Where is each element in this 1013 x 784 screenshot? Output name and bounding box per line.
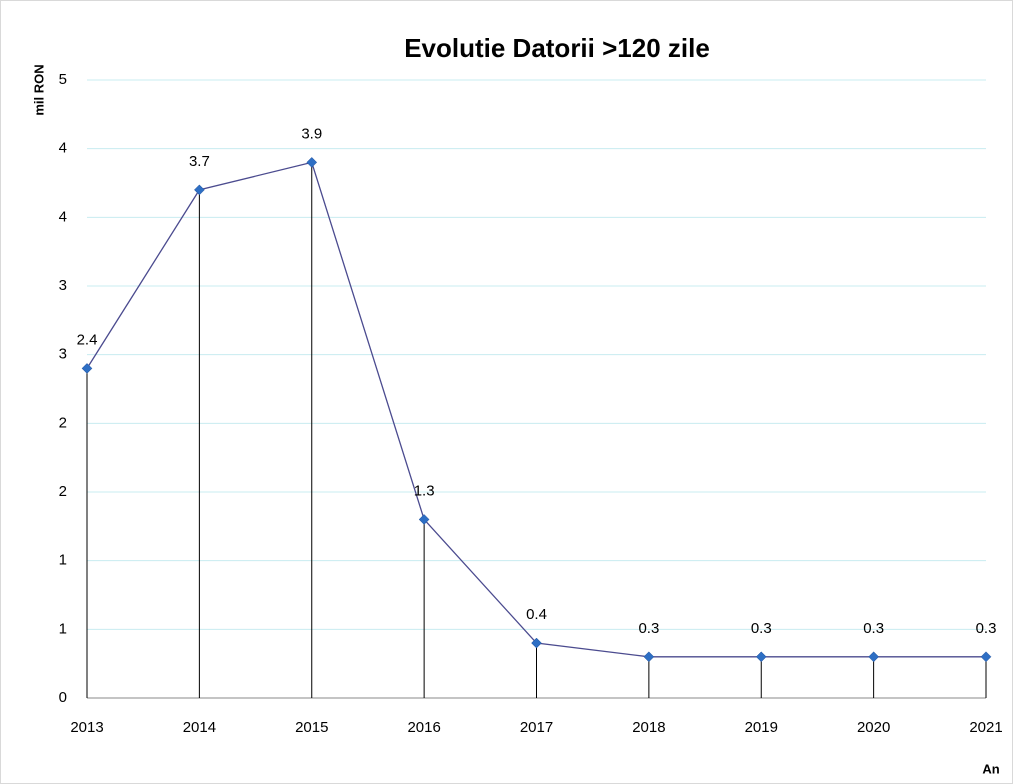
marker: [306, 157, 318, 168]
x-tick-label: 2019: [745, 719, 778, 736]
y-tick-label: 2: [59, 414, 67, 431]
x-tick-label: 2017: [520, 719, 553, 736]
y-tick-label: 2: [59, 483, 67, 500]
data-label: 2.4: [77, 331, 98, 348]
y-tick-label: 1: [59, 552, 67, 569]
marker: [980, 651, 992, 663]
data-label: 1.3: [414, 482, 435, 499]
x-tick-label: 2018: [632, 719, 665, 736]
data-label: 0.4: [526, 606, 547, 623]
y-tick-label: 5: [59, 71, 67, 88]
marker: [418, 514, 430, 525]
marker: [81, 363, 93, 374]
data-label: 0.3: [976, 620, 997, 637]
x-axis-title: An: [982, 761, 999, 776]
y-axis-title: mil RON: [31, 64, 46, 115]
marker: [643, 651, 655, 663]
x-tick-label: 2013: [70, 719, 103, 736]
marker: [194, 184, 205, 196]
y-tick-label: 0: [59, 689, 67, 706]
chart-title: Evolutie Datorii >120 zile: [404, 33, 710, 63]
y-tick-label: 4: [59, 208, 67, 225]
x-tick-label: 2015: [295, 719, 328, 736]
y-tick-label: 3: [59, 277, 67, 294]
marker: [755, 651, 767, 663]
x-tick-label: 2016: [407, 719, 440, 736]
x-tick-label: 2020: [857, 719, 890, 736]
data-label: 0.3: [863, 620, 884, 637]
x-tick-label: 2014: [183, 719, 216, 736]
data-label: 0.3: [638, 620, 659, 637]
x-tick-label: 2021: [969, 719, 1002, 736]
marker: [868, 651, 879, 663]
y-tick-label: 1: [59, 620, 67, 637]
y-tick-label: 3: [59, 346, 67, 363]
data-label: 0.3: [751, 620, 772, 637]
data-label: 3.9: [301, 125, 322, 142]
data-label: 3.7: [189, 153, 210, 170]
y-tick-label: 4: [59, 140, 67, 157]
marker: [531, 637, 542, 649]
